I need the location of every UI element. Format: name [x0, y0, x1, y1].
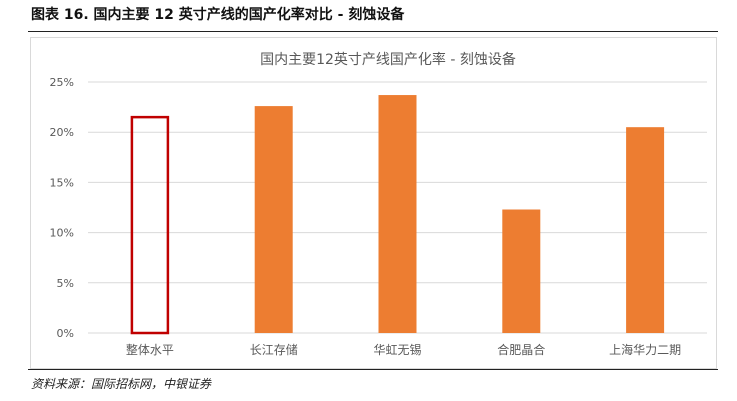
x-axis-ticks: 整体水平 长江存储 华虹无锡 合肥晶合 上海华力二期: [126, 342, 681, 357]
chart-title: 国内主要12英寸产线国产化率 - 刻蚀设备: [260, 51, 516, 68]
top-rule: [28, 31, 718, 32]
bar: [254, 106, 293, 333]
y-tick-label: 25%: [50, 76, 74, 89]
bar: [378, 95, 417, 333]
x-tick-label: 合肥晶合: [497, 342, 545, 357]
x-tick-label: 华虹无锡: [373, 342, 421, 357]
y-tick-label: 15%: [50, 176, 74, 189]
y-tick-label: 5%: [57, 277, 74, 290]
y-tick-label: 0%: [57, 327, 74, 340]
bars: [130, 95, 665, 335]
figure-title: 图表 16. 国内主要 12 英寸产线的国产化率对比 - 刻蚀设备: [31, 7, 405, 23]
bar: [502, 209, 541, 333]
chart-frame: [30, 37, 717, 369]
bottom-rule: [28, 369, 718, 370]
x-tick-label: 上海华力二期: [609, 342, 681, 357]
y-tick-label: 20%: [50, 126, 74, 139]
bar: [626, 127, 665, 334]
bar-highlighted: [130, 115, 170, 335]
y-tick-label: 10%: [50, 227, 74, 240]
y-axis-ticks: 0% 5% 10% 15% 20% 25%: [50, 76, 74, 340]
source-note: 资料来源：国际招标网，中银证券: [31, 377, 212, 391]
x-tick-label: 长江存储: [250, 342, 298, 357]
x-tick-label: 整体水平: [126, 342, 174, 357]
